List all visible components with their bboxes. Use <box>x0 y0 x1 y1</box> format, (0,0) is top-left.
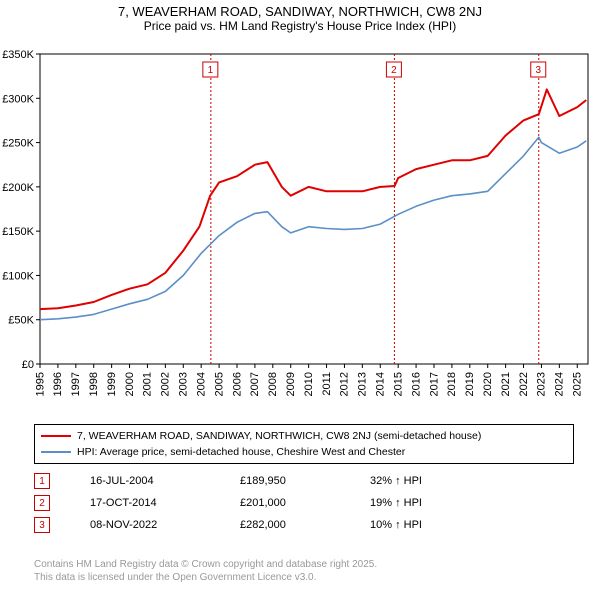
svg-text:2015: 2015 <box>392 372 404 396</box>
svg-text:2019: 2019 <box>464 372 476 396</box>
svg-text:2020: 2020 <box>482 372 494 396</box>
svg-text:2025: 2025 <box>572 372 584 396</box>
sale-diff-2: 19% ↑ HPI <box>370 497 422 509</box>
svg-text:2013: 2013 <box>357 372 369 396</box>
sale-date-3: 08-NOV-2022 <box>90 519 240 531</box>
legend-swatch-hpi <box>41 451 71 453</box>
svg-text:2018: 2018 <box>446 372 458 396</box>
svg-text:2010: 2010 <box>303 372 315 396</box>
svg-text:£200K: £200K <box>2 182 34 194</box>
svg-text:2021: 2021 <box>500 372 512 396</box>
svg-text:£300K: £300K <box>2 93 34 105</box>
svg-text:2012: 2012 <box>339 372 351 396</box>
svg-text:2017: 2017 <box>428 372 440 396</box>
svg-text:£0: £0 <box>22 359 34 371</box>
svg-text:2: 2 <box>391 65 397 76</box>
svg-text:2002: 2002 <box>160 372 172 396</box>
sale-date-1: 16-JUL-2004 <box>90 475 240 487</box>
footer-line2: This data is licensed under the Open Gov… <box>34 572 377 585</box>
svg-text:£50K: £50K <box>8 315 34 327</box>
title-line1: 7, WEAVERHAM ROAD, SANDIWAY, NORTHWICH, … <box>0 4 600 19</box>
svg-text:2022: 2022 <box>518 372 530 396</box>
legend-label-hpi: HPI: Average price, semi-detached house,… <box>77 446 405 458</box>
svg-text:2004: 2004 <box>195 372 207 396</box>
sale-diff-1: 32% ↑ HPI <box>370 475 422 487</box>
svg-text:2007: 2007 <box>249 372 261 396</box>
legend-swatch-property <box>41 435 71 437</box>
svg-text:£100K: £100K <box>2 270 34 282</box>
svg-text:1995: 1995 <box>34 372 46 396</box>
svg-text:1: 1 <box>208 65 214 76</box>
chart-area: £0 £50K £100K £150K £200K £250K £300K £350K 1995… <box>0 46 600 416</box>
sale-row-1: 1 16-JUL-2004 £189,950 32% ↑ HPI <box>34 470 574 492</box>
svg-text:3: 3 <box>535 65 541 76</box>
sale-row-2: 2 17-OCT-2014 £201,000 19% ↑ HPI <box>34 492 574 514</box>
sale-price-2: £201,000 <box>240 497 370 509</box>
svg-text:2014: 2014 <box>375 372 387 396</box>
svg-text:1998: 1998 <box>88 372 100 396</box>
sale-row-3: 3 08-NOV-2022 £282,000 10% ↑ HPI <box>34 514 574 536</box>
sale-price-1: £189,950 <box>240 475 370 487</box>
svg-text:1999: 1999 <box>106 372 118 396</box>
footer-attribution: Contains HM Land Registry data © Crown c… <box>34 559 377 584</box>
sale-diff-3: 10% ↑ HPI <box>370 519 422 531</box>
svg-text:2003: 2003 <box>178 372 190 396</box>
legend: 7, WEAVERHAM ROAD, SANDIWAY, NORTHWICH, … <box>34 424 574 464</box>
svg-text:2023: 2023 <box>536 372 548 396</box>
title-line2: Price paid vs. HM Land Registry's House … <box>0 19 600 33</box>
svg-text:£350K: £350K <box>2 49 34 61</box>
legend-item-hpi: HPI: Average price, semi-detached house,… <box>41 444 567 460</box>
svg-text:2008: 2008 <box>267 372 279 396</box>
svg-text:2009: 2009 <box>285 372 297 396</box>
sale-marker-3: 3 <box>34 517 50 533</box>
svg-text:2011: 2011 <box>321 372 333 396</box>
svg-text:2005: 2005 <box>213 372 225 396</box>
svg-text:£150K: £150K <box>2 226 34 238</box>
svg-text:£250K: £250K <box>2 138 34 150</box>
svg-text:2006: 2006 <box>231 372 243 396</box>
chart-svg: £0 £50K £100K £150K £200K £250K £300K £350K 1995… <box>0 46 600 416</box>
chart-title-block: 7, WEAVERHAM ROAD, SANDIWAY, NORTHWICH, … <box>0 0 600 33</box>
svg-text:1997: 1997 <box>70 372 82 396</box>
sale-marker-2: 2 <box>34 495 50 511</box>
svg-text:2001: 2001 <box>142 372 154 396</box>
svg-text:1996: 1996 <box>52 372 64 396</box>
svg-text:2000: 2000 <box>124 372 136 396</box>
sale-date-2: 17-OCT-2014 <box>90 497 240 509</box>
sale-price-3: £282,000 <box>240 519 370 531</box>
sale-marker-1: 1 <box>34 473 50 489</box>
svg-text:2024: 2024 <box>554 372 566 396</box>
footer-line1: Contains HM Land Registry data © Crown c… <box>34 559 377 572</box>
svg-text:2016: 2016 <box>410 372 422 396</box>
sales-table: 1 16-JUL-2004 £189,950 32% ↑ HPI 2 17-OC… <box>34 470 574 536</box>
legend-label-property: 7, WEAVERHAM ROAD, SANDIWAY, NORTHWICH, … <box>77 430 481 442</box>
legend-item-property: 7, WEAVERHAM ROAD, SANDIWAY, NORTHWICH, … <box>41 428 567 444</box>
